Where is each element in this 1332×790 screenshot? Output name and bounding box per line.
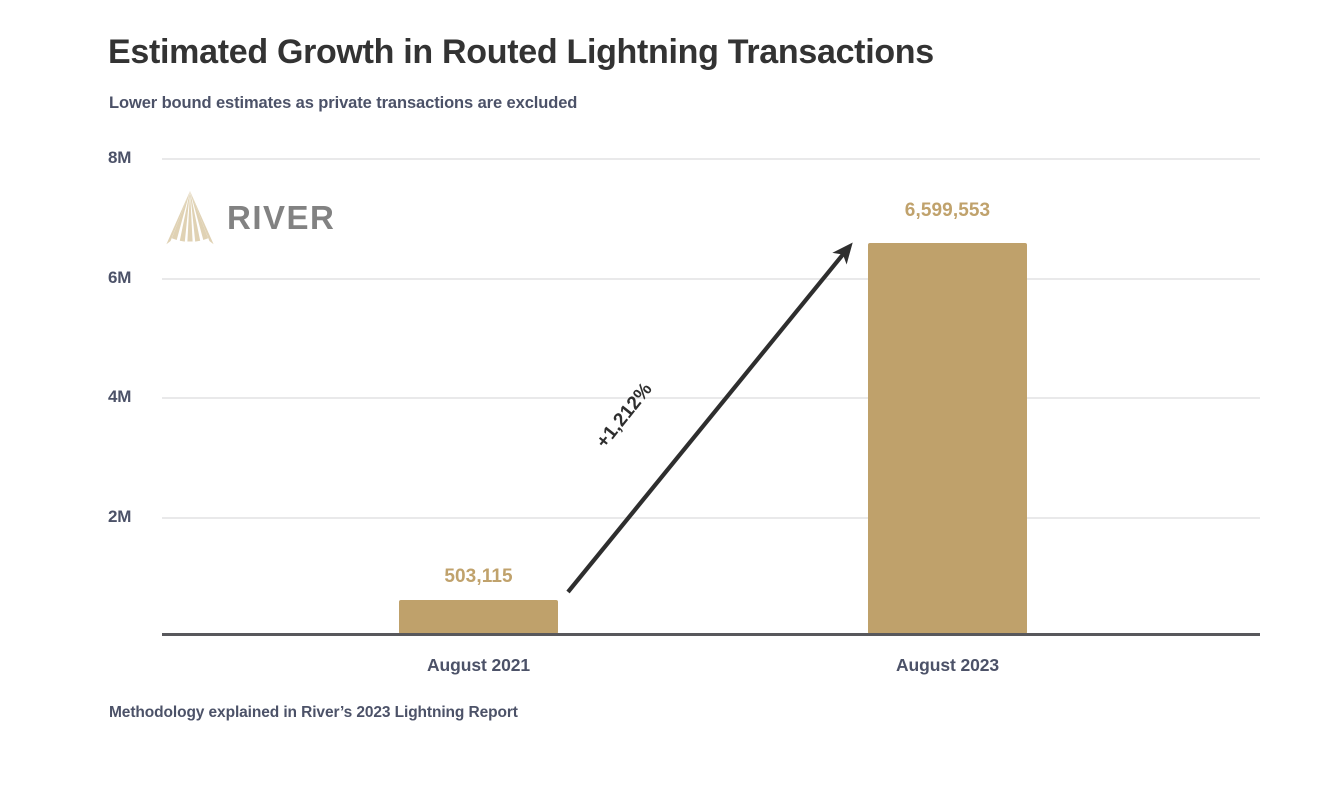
chart-title: Estimated Growth in Routed Lightning Tra… <box>108 33 934 71</box>
ytick-label-8m: 8M <box>108 148 132 167</box>
axis-baseline <box>162 633 1260 636</box>
ytick-label-6m: 6M <box>108 268 132 287</box>
gridline-4m <box>162 397 1260 399</box>
xtick-label-august-2023: August 2023 <box>896 655 999 675</box>
ytick-label-2m: 2M <box>108 507 132 526</box>
chart-subtitle: Lower bound estimates as private transac… <box>109 94 578 112</box>
gridline-6m <box>162 278 1260 280</box>
bar-value-label-august-2023: 6,599,553 <box>904 200 991 221</box>
gridline-8m <box>162 158 1260 160</box>
gridline-2m <box>162 517 1260 519</box>
ytick-label-4m: 4M <box>108 387 132 406</box>
river-wordmark: RIVER <box>227 198 336 236</box>
bar-value-label-august-2021: 503,115 <box>444 566 513 587</box>
river-logo-icon <box>166 191 214 245</box>
xtick-label-august-2021: August 2021 <box>427 655 530 675</box>
bar-august-2023 <box>868 243 1027 634</box>
chart-footnote: Methodology explained in River’s 2023 Li… <box>109 704 518 721</box>
bar-august-2021 <box>399 600 558 634</box>
river-watermark: RIVER <box>166 190 335 246</box>
